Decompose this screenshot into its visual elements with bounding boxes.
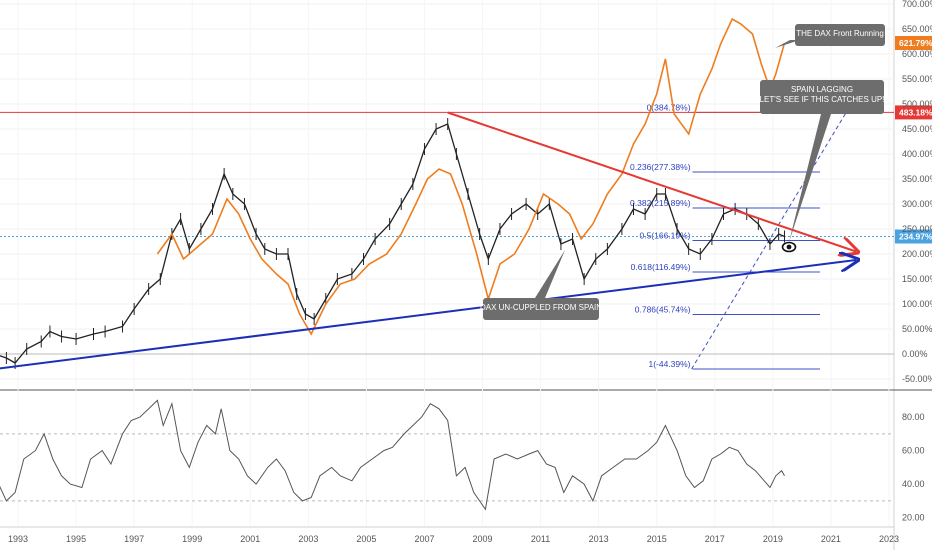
x-tick-label: 2013 [589,534,609,544]
osc-y-tick-label: 60.00 [902,446,925,456]
x-tick-label: 2001 [240,534,260,544]
price-tag [895,105,932,120]
price-tag-label: 234.97% [899,232,932,242]
y-tick-label: 100.00% [902,299,932,309]
fib-level-label: 0(384.78%) [647,102,691,112]
x-tick-label: 2019 [763,534,783,544]
y-tick-label: 500.00% [902,99,932,109]
callout-text: THE DAX Front Running [796,29,884,38]
horizontal-lines: 483.18% [0,105,932,355]
callout-box[interactable] [483,298,599,320]
x-tick-label: 1993 [8,534,28,544]
x-tick-label: 2005 [356,534,376,544]
x-tick-label: 2023 [879,534,899,544]
price-tag-label: 621.79% [899,38,932,48]
y-tick-label: 350.00% [902,174,932,184]
callout-pointer [535,250,565,298]
callout-pointer [775,40,800,48]
x-tick-label: 2017 [705,534,725,544]
y-tick-label: 450.00% [902,124,932,134]
trendlines[interactable] [0,111,856,370]
y-tick-label: 0.00% [902,349,928,359]
callout-pointer [789,114,831,242]
y-tick-label: 250.00% [902,224,932,234]
x-tick-label: 2007 [414,534,434,544]
support-trendline[interactable] [0,260,856,370]
annotations[interactable]: THE DAX Front Running SPAIN LAGGING LET'S… [480,24,885,320]
osc-y-tick-label: 80.00 [902,412,925,422]
oscillator-series [0,399,785,511]
y-tick-label: 650.00% [902,24,932,34]
fib-level-label: 1(-44.39%) [648,359,690,369]
osc-y-tick-label: 40.00 [902,479,925,489]
resistance-trendline[interactable] [447,111,856,252]
oscillator-pane: 80.00 60.00 40.00 20.00 [0,399,925,523]
spain-index-series [0,123,785,364]
price-tag [895,229,932,244]
callout-text: DAX UN-CUPPLED FROM SPAIN [480,303,602,312]
x-tick-label: 1999 [182,534,202,544]
x-tick-label: 1997 [124,534,144,544]
fib-level-label: 0.618(116.49%) [631,262,691,272]
x-tick-label: 2011 [531,534,550,544]
x-tick-label: 2009 [473,534,493,544]
y-tick-label: -50.00% [902,374,932,384]
main-pane-bg [0,0,894,390]
x-tick-label: 2003 [298,534,318,544]
y-tick-label: 400.00% [902,149,932,159]
eye-icon [781,241,797,253]
fib-level-label: 0.236(277.38%) [630,162,691,172]
price-tag-label: 483.18% [899,107,932,117]
fib-level-label: 0.786(45.74%) [635,305,691,315]
y-tick-label: 300.00% [902,199,932,209]
osc-y-tick-label: 20.00 [902,513,925,523]
y-tick-label: 700.00% [902,0,932,9]
x-tick-label: 2015 [647,534,667,544]
grid-layer [0,3,894,380]
y-tick-label: 50.00% [902,324,932,334]
y-tick-label: 550.00% [902,74,932,84]
callout-text: SPAIN LAGGING [791,85,853,94]
fib-level-label: 0.5(166.19%) [639,231,690,241]
y-tick-label: 200.00% [902,249,932,259]
fib-diagonal [691,112,847,370]
callout-text: LET'S SEE IF THIS CATCHES UP! [760,95,885,104]
x-tick-label: 2021 [821,534,841,544]
dax-index-series [156,17,786,336]
callout-box[interactable] [795,24,885,46]
y-tick-label: 600.00% [902,49,932,59]
callout-box[interactable] [760,80,884,114]
fib-level-label: 0.382(215.89%) [630,198,691,208]
price-tag [895,36,932,50]
y-tick-label: 150.00% [902,274,932,284]
axis-labels: 700.00% 650.00% 600.00% 550.00% 500.00% 450.0… [8,0,932,544]
series-layer: 234.97% 621.79% [0,17,932,369]
x-tick-label: 1995 [66,534,86,544]
